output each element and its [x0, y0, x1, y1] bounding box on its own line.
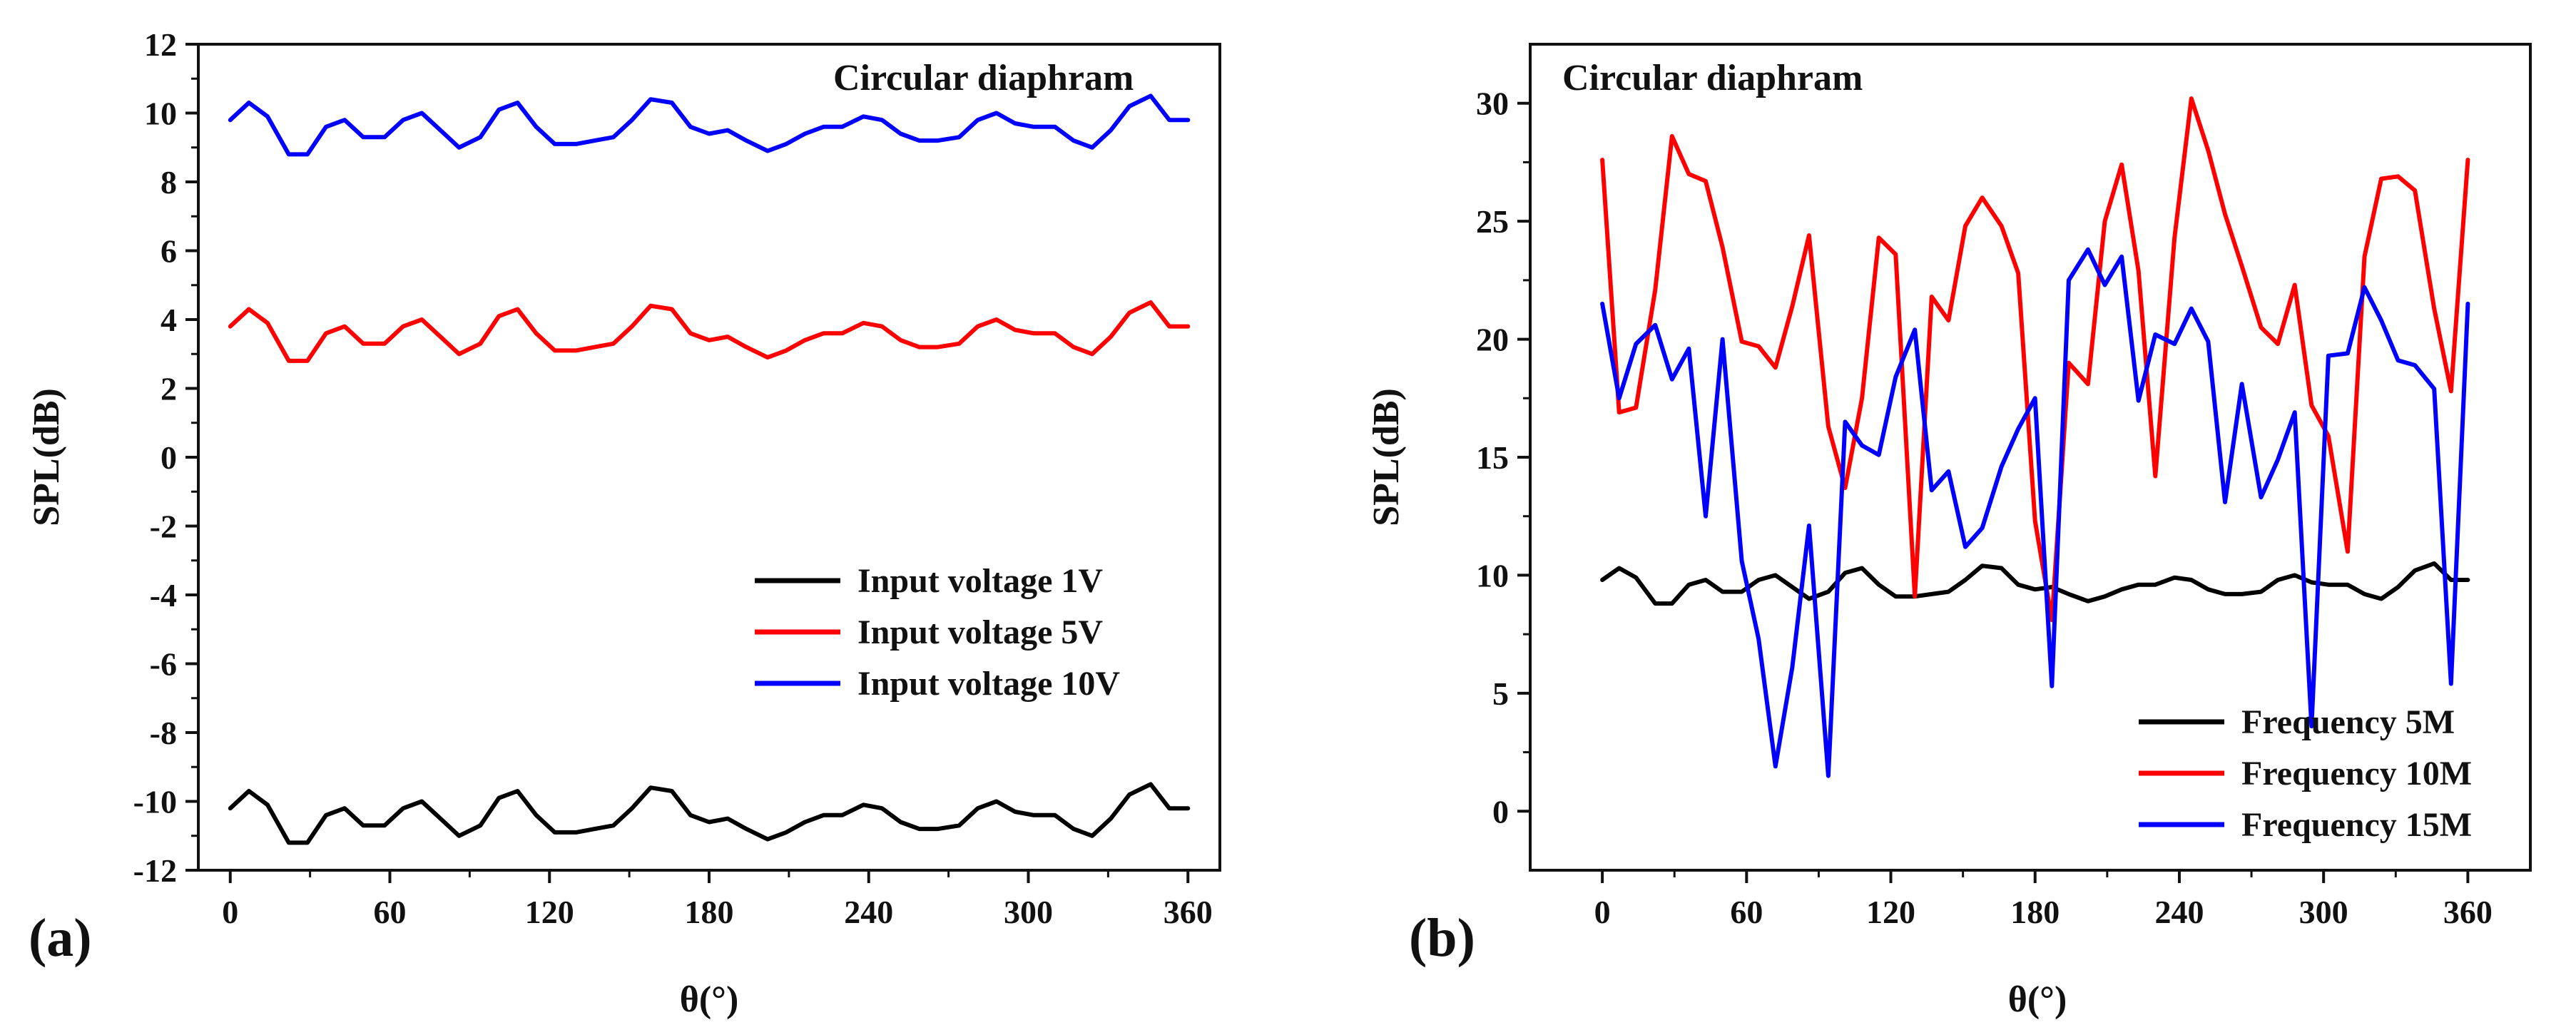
y-tick-label-b-20: 20 — [1476, 322, 1509, 358]
y-tick-label-a--10: -10 — [133, 784, 177, 820]
y-tick-label-b-5: 5 — [1492, 675, 1509, 712]
series-layer-a — [228, 93, 1191, 845]
y-tick-label-b-10: 10 — [1476, 557, 1509, 593]
legend-label-5m: Frequency 5M — [2241, 703, 2455, 741]
series-line-a-2 — [228, 93, 1191, 157]
x-tick-label-a-0: 0 — [222, 894, 238, 930]
legend-b: Frequency 5M Frequency 10M Frequency 15M — [2139, 703, 2472, 844]
x-tick-label-a-60: 60 — [374, 894, 407, 930]
y-tick-label-a-12: 12 — [144, 26, 177, 63]
chart-panel-a: 0 60 120 180 240 300 360 -12 -10 -8 -6 -4 -2 0 2 4 6 8 10 1… — [26, 26, 1221, 1020]
y-tick-label-b-25: 25 — [1476, 203, 1509, 240]
y-axis-title-b: SPL(dB) — [1366, 388, 1407, 526]
chart-title-b: Circular diaphram — [1562, 58, 1863, 98]
x-tick-label-b-240: 240 — [2154, 894, 2204, 930]
y-tick-label-a--6: -6 — [150, 646, 177, 683]
y-tick-label-a--8: -8 — [150, 715, 177, 751]
series-line-a-1 — [228, 300, 1191, 363]
y-tick-label-a-6: 6 — [161, 233, 177, 270]
y-tick-label-b-0: 0 — [1492, 793, 1509, 830]
x-tick-label-b-0: 0 — [1594, 894, 1611, 930]
legend-label-10v: Input voltage 10V — [857, 665, 1120, 703]
series-layer-b — [1600, 96, 2470, 778]
y-tick-label-b-30: 30 — [1476, 86, 1509, 122]
ticks-layer-a: 0 60 120 180 240 300 360 -12 -10 -8 -6 -4 -2 0 2 4 6 8 10 1… — [133, 26, 1213, 930]
y-tick-label-a-0: 0 — [161, 439, 177, 476]
legend-label-1v: Input voltage 1V — [857, 562, 1103, 600]
series-line-b-2 — [1600, 247, 2470, 778]
y-tick-label-a-10: 10 — [144, 96, 177, 132]
x-axis-title-a: θ(°) — [680, 979, 739, 1020]
y-tick-label-a-8: 8 — [161, 164, 177, 200]
chart-title-a: Circular diaphram — [833, 58, 1134, 98]
x-tick-label-a-180: 180 — [685, 894, 734, 930]
x-tick-label-a-240: 240 — [844, 894, 893, 930]
x-tick-label-a-360: 360 — [1164, 894, 1213, 930]
y-tick-label-a-4: 4 — [161, 302, 177, 338]
series-line-b-1 — [1600, 96, 2470, 623]
x-axis-title-b: θ(°) — [2008, 979, 2067, 1020]
y-tick-label-a--4: -4 — [150, 577, 177, 613]
legend-label-10m: Frequency 10M — [2241, 755, 2472, 792]
x-tick-label-a-300: 300 — [1004, 894, 1053, 930]
x-tick-label-a-120: 120 — [525, 894, 574, 930]
panel-label-b: (b) — [1409, 908, 1475, 968]
legend-label-15m: Frequency 15M — [2241, 806, 2472, 844]
series-line-b-0 — [1600, 561, 2470, 606]
x-tick-label-b-300: 300 — [2299, 894, 2348, 930]
panel-label-a: (a) — [29, 908, 92, 968]
x-tick-label-b-180: 180 — [2010, 894, 2060, 930]
y-tick-label-b-15: 15 — [1476, 439, 1509, 476]
y-tick-label-a--2: -2 — [150, 509, 177, 545]
y-axis-title-a: SPL(dB) — [26, 388, 67, 526]
y-tick-label-a--12: -12 — [133, 852, 177, 889]
x-tick-label-b-120: 120 — [1866, 894, 1915, 930]
x-tick-label-b-60: 60 — [1730, 894, 1763, 930]
legend-a: Input voltage 1V Input voltage 5V Input … — [755, 562, 1120, 703]
series-line-a-0 — [228, 782, 1191, 845]
y-tick-label-a-2: 2 — [161, 371, 177, 407]
plot-frame-a — [197, 43, 1221, 872]
legend-label-5v: Input voltage 5V — [857, 613, 1103, 651]
ticks-layer-b: 0 60 120 180 240 300 360 0 5 10 15 20 25 30 — [1476, 86, 2493, 930]
chart-panel-b: 0 60 120 180 240 300 360 0 5 10 15 20 25 30 Circular … — [1366, 43, 2532, 1020]
x-tick-label-b-360: 360 — [2443, 894, 2493, 930]
